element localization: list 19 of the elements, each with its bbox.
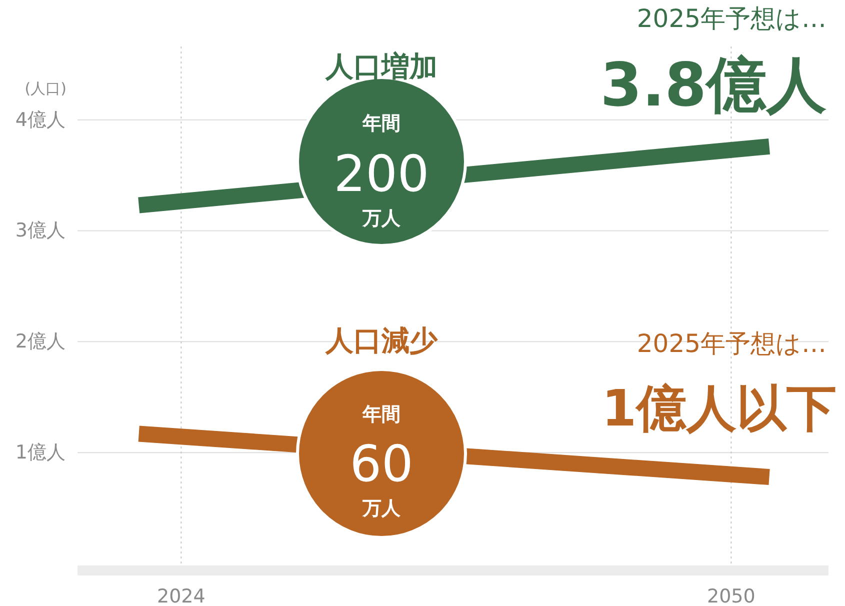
annotation: 万人 [362,498,402,520]
text: 2025年予想は… [636,4,826,33]
annotation: 人口減少 [324,324,438,357]
annotation: 万人 [362,208,402,230]
annotation: 年間 [362,404,400,426]
y-tick-label: 2億人 [15,330,66,353]
annotation: 60 [350,435,414,493]
annotation: 1億人以下 [602,380,837,438]
annotation: 年間 [362,112,400,134]
annotation: 人口増加 [324,50,438,83]
y-tick-label: 1億人 [15,442,66,464]
x-tick-label: 2024 [156,586,206,606]
annotation: 3.8億人 [600,50,827,120]
annotation: 2025年予想は… [636,329,826,358]
y-axis-title: (人口) [24,80,67,98]
y-tick-label: 4億人 [15,108,66,131]
annotation: 200 [334,145,430,203]
x-tick-label: 2050 [707,586,756,606]
y-tick-label: 3億人 [15,220,66,242]
